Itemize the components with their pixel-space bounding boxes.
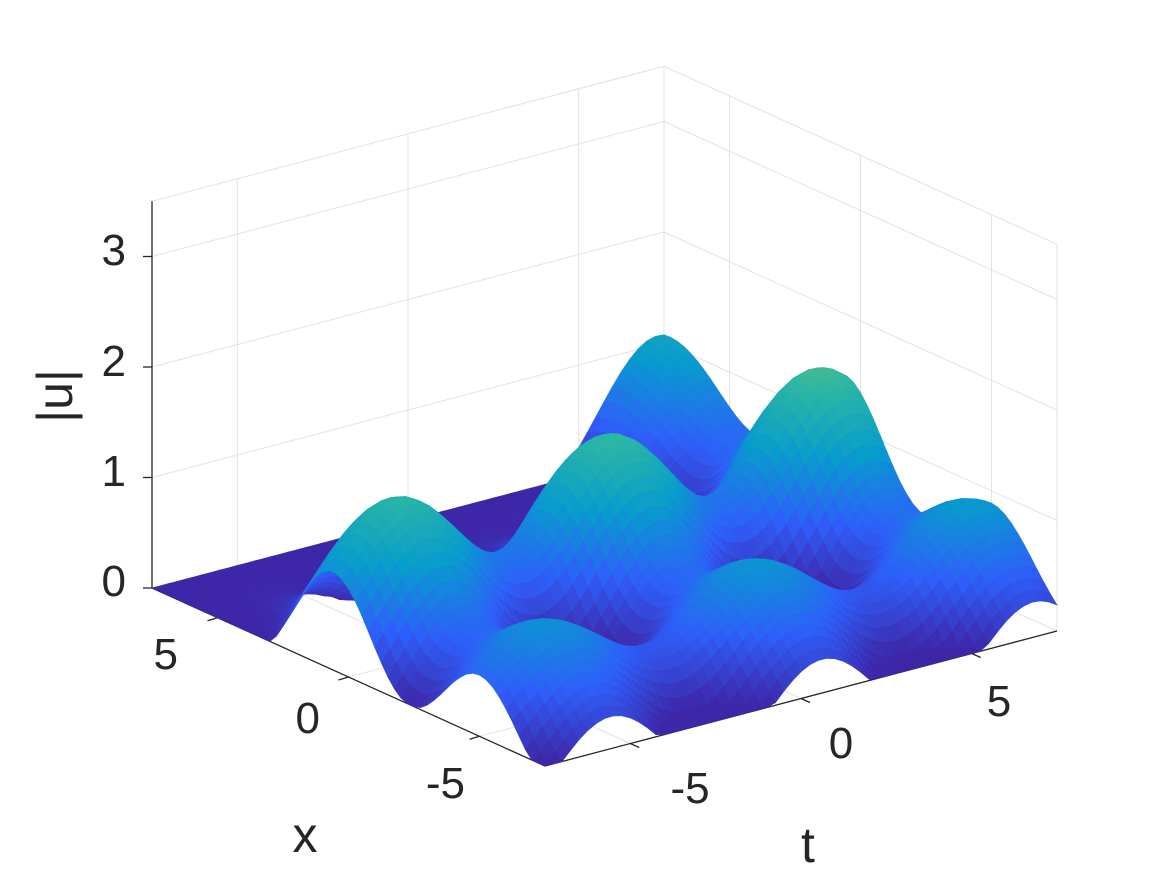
t-tick-0: 0 [829, 719, 853, 768]
t-tick-minus5: -5 [670, 764, 709, 813]
grid-line [663, 65, 1058, 245]
t-tick-5: 5 [987, 677, 1011, 726]
x-tick-mark [207, 617, 218, 622]
t-tick-mark [630, 742, 640, 749]
grid-line [151, 65, 665, 202]
grid-line [663, 121, 1058, 300]
t-tick-mark [800, 697, 811, 704]
t-tick-mark [971, 652, 981, 659]
x-axis-label: x [293, 807, 318, 863]
surface-patch [537, 760, 555, 767]
grid-line [663, 231, 1058, 411]
x-tick-0: 0 [296, 694, 320, 743]
x-tick-minus5: -5 [426, 759, 465, 808]
grid-line [151, 231, 665, 368]
x-tick-mark [338, 676, 349, 681]
grid-line [151, 121, 665, 257]
z-tick-0: 0 [102, 557, 126, 606]
z-axis-label: |u| [27, 369, 83, 423]
x-tick-mark [469, 735, 480, 740]
z-tick-2: 2 [102, 337, 126, 386]
z-tick-1: 1 [102, 447, 126, 496]
grid-line [151, 342, 665, 478]
x-tick-5: 5 [154, 630, 178, 679]
z-tick-3: 3 [102, 226, 126, 275]
t-axis-label: t [801, 817, 815, 873]
surface-mesh [151, 334, 1058, 767]
